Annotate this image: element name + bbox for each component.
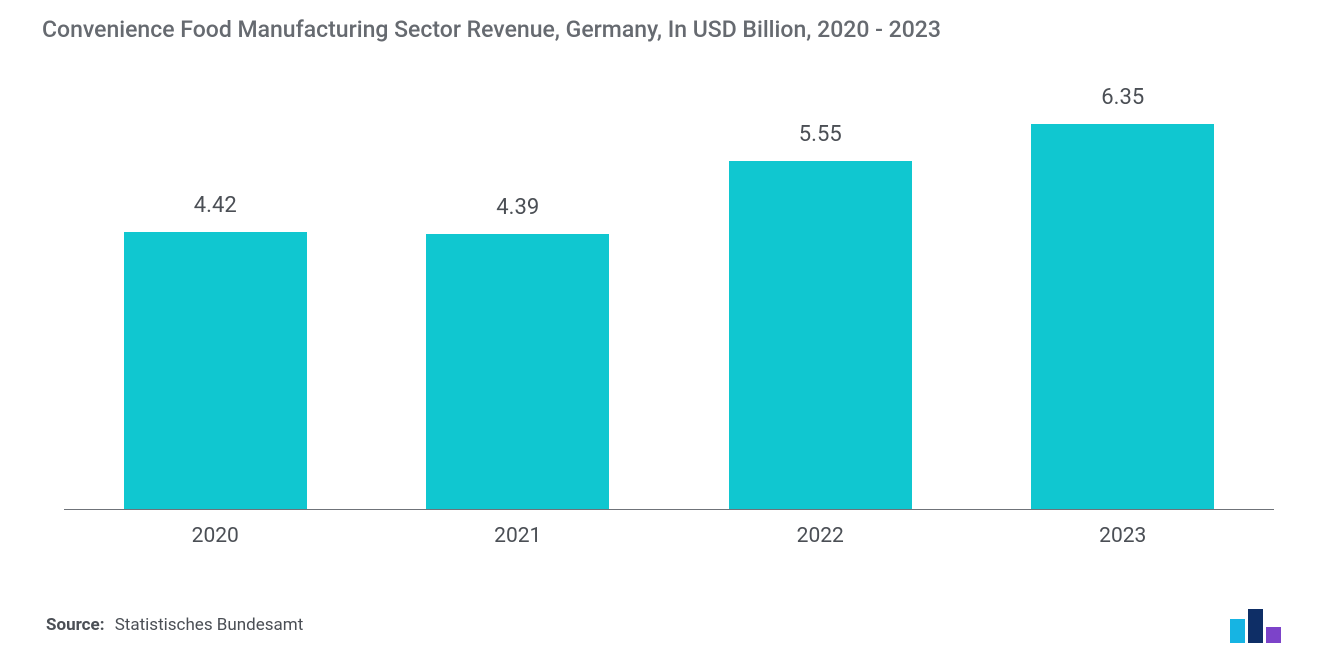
plot-area: 4.42 4.39 5.55 6.35 — [64, 85, 1274, 510]
logo-bar-2 — [1248, 609, 1263, 643]
bar — [1031, 124, 1214, 510]
bar — [124, 232, 307, 510]
source-attribution: Source: Statistisches Bundesamt — [46, 615, 303, 635]
x-axis-label: 2020 — [64, 524, 367, 548]
value-label: 5.55 — [799, 122, 842, 147]
x-axis-labels: 2020202120222023 — [64, 524, 1274, 548]
source-text: Statistisches Bundesamt — [115, 615, 304, 635]
chart-container: Convenience Food Manufacturing Sector Re… — [0, 0, 1320, 665]
value-label: 4.42 — [194, 193, 237, 218]
brand-logo-icon — [1228, 605, 1290, 645]
logo-bar-1 — [1230, 619, 1245, 643]
bar — [426, 234, 609, 510]
bar — [729, 161, 912, 510]
x-axis-label: 2022 — [669, 524, 972, 548]
value-label: 6.35 — [1101, 85, 1144, 110]
source-label: Source: — [46, 615, 104, 635]
bar-group: 5.55 — [669, 85, 972, 510]
x-axis-label: 2021 — [367, 524, 670, 548]
bar-group: 4.39 — [367, 85, 670, 510]
x-axis-label: 2023 — [972, 524, 1275, 548]
chart-title: Convenience Food Manufacturing Sector Re… — [42, 14, 1292, 45]
bar-group: 6.35 — [972, 85, 1275, 510]
x-axis-baseline — [64, 509, 1274, 510]
bar-group: 4.42 — [64, 85, 367, 510]
value-label: 4.39 — [496, 195, 539, 220]
logo-bar-3 — [1266, 627, 1281, 643]
